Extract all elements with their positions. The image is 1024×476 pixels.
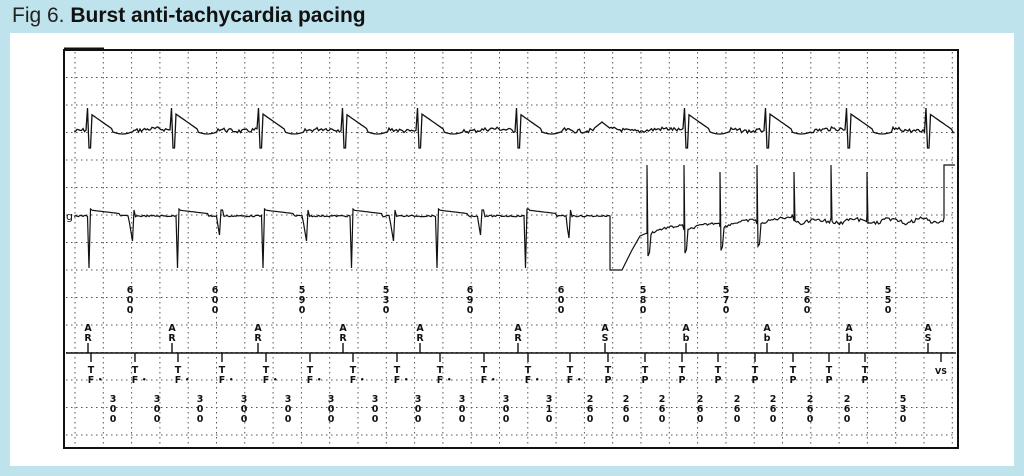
marker-dot: • — [273, 376, 277, 384]
marker-dot: • — [360, 376, 364, 384]
ventricular-marker-label: VS — [935, 367, 947, 376]
marker-dot: • — [98, 376, 102, 384]
marker-dot: • — [185, 376, 189, 384]
traces — [73, 107, 955, 271]
surface-ecg-trace — [73, 107, 955, 149]
intracardiac-egm-trace — [73, 164, 955, 271]
grid — [66, 52, 956, 446]
marker-dot: • — [229, 376, 233, 384]
marker-channel: 6 0 0 6 0 0 5 9 0 5 3 0 6 9 0 6 0 0 5 8 0 5 7 0 5 6 0 5 5 0 A R A R A R A R A R… — [84, 285, 947, 425]
marker-dot: • — [577, 376, 581, 384]
marker-dot: • — [491, 376, 495, 384]
figure-caption: Fig 6. Burst anti-tachycardia pacing — [12, 4, 366, 28]
figure-title: Burst anti-tachycardia pacing — [70, 4, 366, 27]
strip-border — [63, 49, 959, 449]
marker-dot: • — [447, 376, 451, 384]
marker-dot: • — [142, 376, 146, 384]
figure-label: Fig 6. — [12, 4, 65, 27]
marker-dot: • — [535, 376, 539, 384]
channel-marker: g — [66, 210, 73, 223]
marker-dot: • — [317, 376, 321, 384]
marker-dot: • — [404, 376, 408, 384]
